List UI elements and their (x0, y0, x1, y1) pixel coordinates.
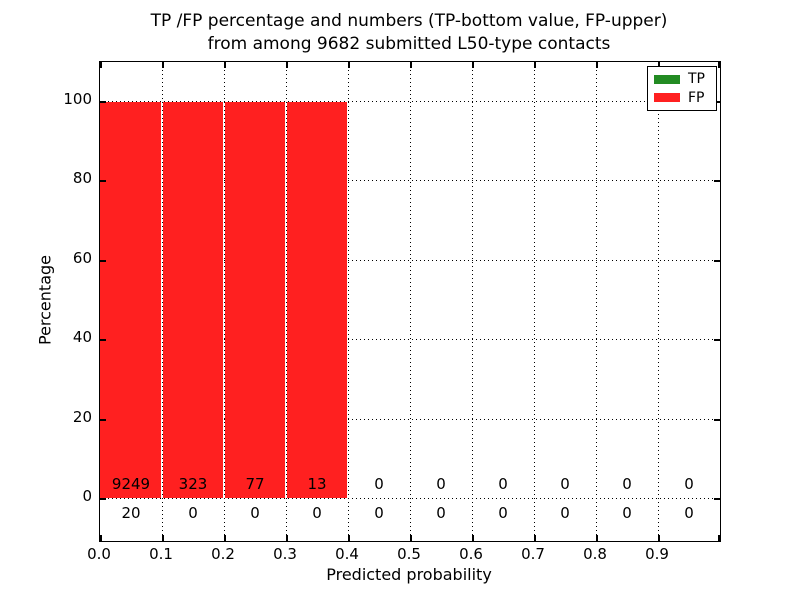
fp-count-label: 323 (178, 475, 208, 493)
fp-bar (163, 102, 223, 498)
chart-title-line2: from among 9682 submitted L50-type conta… (207, 34, 611, 54)
y-tick (100, 180, 106, 182)
y-tick-label: 60 (72, 249, 92, 267)
v-gridline (534, 62, 535, 541)
x-tick-label: 0.9 (645, 545, 669, 563)
fp-count-label: 0 (374, 475, 384, 493)
x-tick (162, 62, 164, 68)
plot-area: 20 0 0 0 0 0 0 0 0 0 9249 323 77 13 0 0 0 0 0 0 (99, 61, 721, 542)
y-tick (100, 260, 106, 262)
tp-count-label: 0 (250, 504, 260, 522)
tp-count-label: 0 (436, 504, 446, 522)
x-tick-label: 0.3 (273, 545, 297, 563)
x-tick (472, 535, 474, 541)
fp-bar (287, 102, 347, 498)
v-gridline (162, 62, 163, 541)
y-tick (714, 419, 720, 421)
fp-bar (225, 102, 285, 498)
y-tick-label: 20 (72, 408, 92, 426)
x-tick (100, 62, 102, 68)
x-tick (224, 535, 226, 541)
legend-item-tp: TP (654, 72, 710, 86)
tp-legend-label: TP (688, 71, 705, 88)
x-tick (534, 535, 536, 541)
x-tick (162, 535, 164, 541)
x-tick (348, 62, 350, 68)
tp-count-label: 0 (684, 504, 694, 522)
y-tick (100, 498, 106, 500)
y-tick (714, 260, 720, 262)
v-gridline (348, 62, 349, 541)
x-tick (718, 535, 720, 541)
fp-legend-label: FP (688, 89, 705, 106)
x-tick (658, 535, 660, 541)
legend: TP FP (647, 66, 717, 111)
x-tick (596, 62, 598, 68)
x-tick (286, 62, 288, 68)
x-tick-label: 0.1 (149, 545, 173, 563)
fp-count-label: 0 (684, 475, 694, 493)
x-tick (286, 535, 288, 541)
tp-count-label: 0 (622, 504, 632, 522)
fp-bar (100, 102, 161, 498)
tp-count-label: 0 (188, 504, 198, 522)
fp-swatch-icon (654, 93, 680, 103)
tp-count-label: 0 (374, 504, 384, 522)
x-tick-label: 0.7 (521, 545, 545, 563)
x-tick (410, 535, 412, 541)
x-tick-label: 0.6 (459, 545, 483, 563)
x-tick (472, 62, 474, 68)
v-gridline (286, 62, 287, 541)
y-tick (100, 101, 106, 103)
x-tick-label: 0.2 (211, 545, 235, 563)
x-tick (410, 62, 412, 68)
legend-item-fp: FP (654, 91, 710, 105)
fp-count-label: 0 (436, 475, 446, 493)
fp-count-label: 13 (307, 475, 327, 493)
y-tick-label: 100 (63, 90, 92, 108)
x-tick-label: 0.5 (397, 545, 421, 563)
x-tick (100, 535, 102, 541)
fp-count-label: 77 (245, 475, 265, 493)
y-tick-label: 80 (72, 169, 92, 187)
tp-count-label: 0 (312, 504, 322, 522)
fp-count-label: 0 (622, 475, 632, 493)
y-tick (714, 101, 720, 103)
x-tick (658, 62, 660, 68)
y-tick (100, 339, 106, 341)
x-tick (534, 62, 536, 68)
x-tick (596, 535, 598, 541)
tp-count-label: 20 (121, 504, 141, 522)
x-tick-label: 0.4 (335, 545, 359, 563)
x-tick-label: 0.8 (583, 545, 607, 563)
y-tick-label: 40 (72, 328, 92, 346)
tp-swatch-icon (654, 74, 680, 84)
v-gridline (224, 62, 225, 541)
tp-count-label: 0 (498, 504, 508, 522)
x-tick (348, 535, 350, 541)
x-tick (718, 62, 720, 68)
v-gridline (658, 62, 659, 541)
v-gridline (472, 62, 473, 541)
v-gridline (410, 62, 411, 541)
tp-count-label: 0 (560, 504, 570, 522)
fp-count-label: 9249 (111, 475, 151, 493)
fp-count-label: 0 (498, 475, 508, 493)
v-gridline (596, 62, 597, 541)
x-tick-label: 0.0 (87, 545, 111, 563)
y-tick (714, 498, 720, 500)
y-tick (714, 180, 720, 182)
x-tick (224, 62, 226, 68)
y-tick (714, 339, 720, 341)
y-tick-label: 0 (82, 487, 92, 505)
x-axis-label: Predicted probability (326, 565, 492, 584)
y-tick (100, 419, 106, 421)
chart-title-line1: TP /FP percentage and numbers (TP-bottom… (150, 11, 668, 31)
chart-title: TP /FP percentage and numbers (TP-bottom… (99, 10, 719, 56)
fp-count-label: 0 (560, 475, 570, 493)
